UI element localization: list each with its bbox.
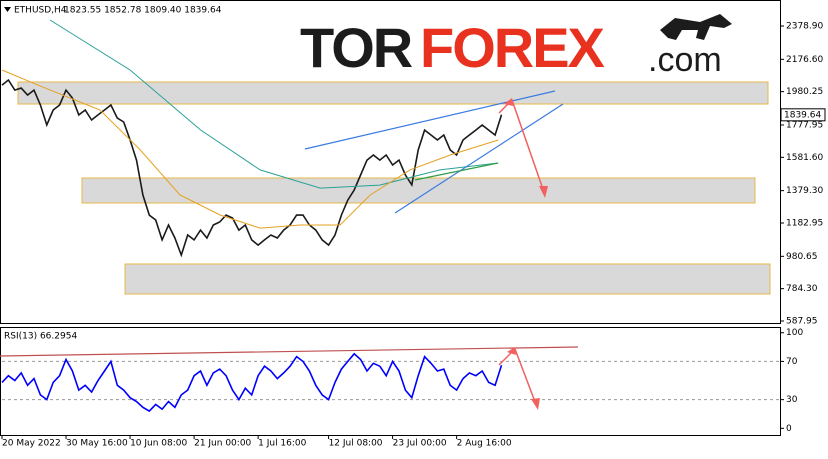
series-line (49, 19, 499, 189)
y-tick-label: 1182.95 (786, 218, 823, 228)
rsi-trend-line (0, 346, 579, 357)
x-tick-label: 21 Jun 00:00 (194, 439, 251, 449)
y-tick-label: 1980.25 (786, 87, 823, 97)
y-tick-label: 1777.95 (786, 120, 823, 130)
y-tick-label: 1379.30 (786, 186, 823, 196)
rsi-title: RSI(13) 66.2954 (4, 332, 77, 342)
y-tick-label: 980.65 (786, 252, 818, 262)
x-tick-label: 30 May 16:00 (66, 439, 128, 449)
support-zone (81, 177, 756, 204)
arrow-head (531, 398, 540, 410)
y-tick-label: 70 (786, 357, 798, 367)
logo-text: TOR (300, 16, 413, 79)
arrow-head (539, 186, 548, 198)
current-price-box (780, 108, 826, 122)
logo-text: .com (648, 41, 722, 79)
arrow-head (507, 347, 516, 355)
trend-line (394, 103, 564, 214)
resistance-zone (17, 81, 769, 105)
y-tick-label: 2176.60 (786, 55, 823, 65)
x-tick-label: 23 Jul 00:00 (393, 439, 447, 449)
chart-subtitle: 1823.55 1852.78 1809.40 1839.64 (64, 6, 222, 16)
y-tick-label: 1581.60 (786, 153, 823, 163)
trend-line (304, 90, 556, 150)
x-tick-label: 20 May 2022 (2, 439, 61, 449)
series-line (1, 352, 503, 413)
current-price-label: 1839.64 (784, 110, 821, 120)
arrow-head (504, 98, 513, 106)
x-tick-label: 1 Jul 16:00 (258, 439, 307, 449)
series-line (1, 78, 503, 258)
x-tick-label: 10 Jun 08:00 (130, 439, 187, 449)
y-tick-label: 784.30 (786, 284, 818, 294)
y-tick-label: 2378.90 (786, 21, 823, 31)
y-tick-label: 100 (786, 328, 803, 338)
chart-title: ETHUSD,H4 (14, 6, 67, 16)
y-tick-label: 587.95 (786, 316, 818, 326)
trend-line (414, 162, 499, 181)
y-tick-label: 0 (786, 424, 792, 434)
logo-text: FOREX (420, 16, 605, 79)
price-panel (0, 0, 781, 324)
support-zone (124, 263, 771, 295)
x-tick-label: 12 Jul 08:00 (329, 439, 383, 449)
x-tick-label: 2 Aug 16:00 (457, 439, 512, 449)
logo-bull (660, 14, 732, 40)
y-tick-label: 30 (786, 395, 798, 405)
series-line (1, 69, 499, 229)
rsi-panel (0, 327, 781, 436)
dropdown-icon (4, 7, 11, 12)
